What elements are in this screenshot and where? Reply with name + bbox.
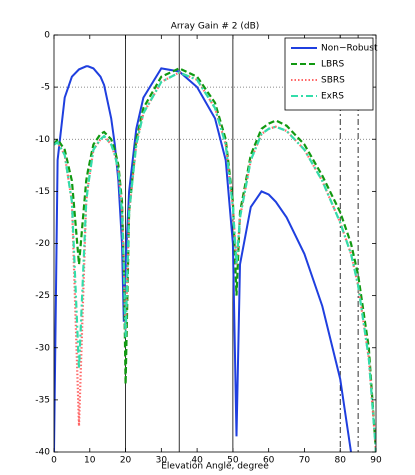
x-tick-label: 30 — [156, 456, 168, 466]
legend-box — [284, 37, 374, 111]
y-tick-label: -30 — [35, 343, 50, 353]
x-tick-label: 20 — [120, 456, 132, 466]
legend-label: Non−Robust — [321, 44, 378, 54]
y-tick-label: -25 — [35, 291, 50, 301]
x-tick-label: 80 — [334, 456, 346, 466]
x-tick-label: 40 — [191, 456, 203, 466]
series-line — [54, 67, 376, 453]
x-tick-label: 60 — [263, 456, 275, 466]
y-tick-label: -35 — [35, 395, 50, 405]
x-tick-label: 0 — [51, 456, 57, 466]
series-group — [54, 65, 376, 453]
y-tick-label: -5 — [41, 83, 50, 93]
legend-label: SBRS — [321, 76, 345, 86]
y-tick-label: -10 — [35, 135, 50, 145]
series-line — [54, 65, 352, 453]
chart-title: Array Gain # 2 (dB) — [171, 22, 260, 32]
x-tick-label: 70 — [299, 456, 311, 466]
series-line — [54, 71, 376, 453]
y-tick-label: -15 — [35, 187, 50, 197]
legend-label: LBRS — [321, 60, 344, 70]
y-tick-label: -40 — [35, 448, 50, 458]
y-tick-label: -20 — [35, 239, 50, 249]
x-tick-label: 90 — [370, 456, 382, 466]
x-axis-label: Elevation Angle, degree — [161, 462, 269, 472]
y-tick-label: 0 — [44, 31, 50, 41]
legend-label: ExRS — [321, 92, 344, 102]
x-tick-label: 10 — [84, 456, 96, 466]
x-tick-label: 50 — [227, 456, 239, 466]
